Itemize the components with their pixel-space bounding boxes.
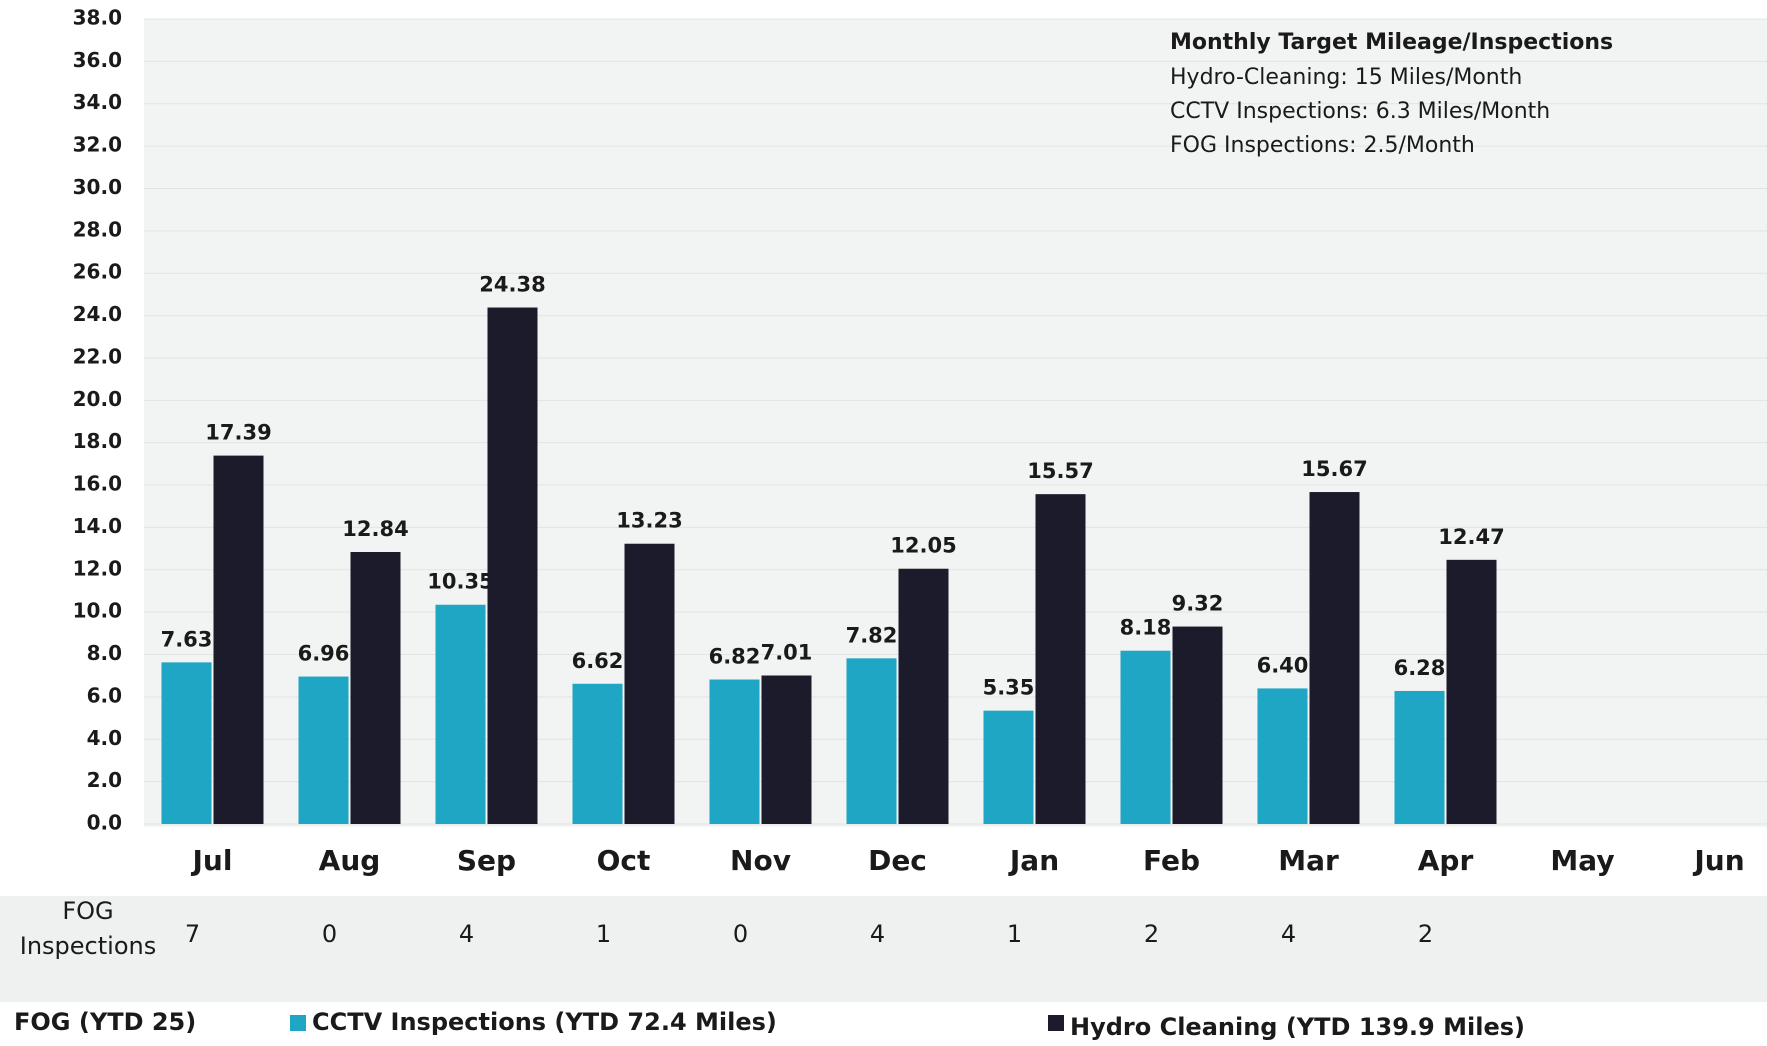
- value-label: 6.40: [1257, 653, 1309, 677]
- value-label: 12.05: [890, 534, 956, 558]
- value-label: 24.38: [479, 273, 545, 297]
- y-tick-label: 14.0: [73, 514, 122, 538]
- value-label: 12.84: [342, 517, 408, 541]
- y-tick-label: 28.0: [73, 217, 122, 241]
- bar: [1394, 690, 1445, 824]
- bar: [487, 307, 538, 825]
- y-tick-label: 34.0: [73, 90, 122, 114]
- x-tick-label: Feb: [1143, 844, 1200, 877]
- y-tick-label: 16.0: [73, 472, 122, 496]
- y-tick-label: 22.0: [73, 344, 122, 368]
- value-label: 15.67: [1301, 457, 1367, 481]
- x-tick-label: Jan: [1008, 844, 1059, 877]
- fog-value: 1: [1007, 920, 1022, 948]
- bar: [898, 568, 949, 824]
- x-tick-label: Aug: [319, 844, 381, 877]
- value-label: 6.82: [709, 645, 761, 669]
- value-label: 9.32: [1172, 592, 1224, 616]
- annotation-line: CCTV Inspections: 6.3 Miles/Month: [1170, 99, 1550, 124]
- value-label: 12.47: [1438, 525, 1504, 549]
- value-label: 10.35: [427, 570, 493, 594]
- bar: [161, 662, 212, 824]
- bar: [1035, 494, 1086, 824]
- legend-swatch: [290, 1015, 306, 1031]
- annotation-line: FOG Inspections: 2.5/Month: [1170, 133, 1475, 158]
- y-tick-label: 4.0: [87, 726, 122, 750]
- bar: [624, 543, 675, 824]
- x-tick-label: Jun: [1692, 844, 1744, 877]
- bar: [572, 683, 623, 824]
- x-tick-label: Oct: [597, 844, 651, 877]
- bar: [435, 604, 486, 824]
- value-label: 7.63: [161, 627, 213, 651]
- y-tick-label: 2.0: [87, 768, 122, 792]
- value-label: 7.01: [761, 640, 813, 664]
- fog-value: 2: [1418, 920, 1433, 948]
- fog-value: 4: [870, 920, 885, 948]
- x-tick-label: Dec: [868, 844, 927, 877]
- bar: [761, 675, 812, 824]
- x-tick-label: May: [1550, 844, 1614, 877]
- value-label: 13.23: [616, 509, 682, 533]
- y-tick-label: 26.0: [73, 260, 122, 284]
- y-tick-label: 8.0: [87, 641, 122, 665]
- annotation-heading: Monthly Target Mileage/Inspections: [1170, 30, 1613, 55]
- fog-value: 0: [733, 920, 748, 948]
- fog-row-label: FOG: [62, 897, 113, 925]
- y-tick-label: 10.0: [73, 599, 122, 623]
- fog-value: 2: [1144, 920, 1159, 948]
- value-label: 7.82: [846, 623, 898, 647]
- y-tick-label: 32.0: [73, 133, 122, 157]
- x-tick-label: Mar: [1278, 844, 1339, 877]
- y-tick-label: 20.0: [73, 387, 122, 411]
- value-label: 17.39: [205, 421, 271, 445]
- bar: [1257, 688, 1308, 824]
- bar: [1172, 626, 1223, 824]
- y-tick-label: 0.0: [87, 811, 122, 835]
- bar: [298, 676, 349, 824]
- value-label: 6.62: [572, 649, 624, 673]
- x-tick-label: Apr: [1418, 844, 1474, 877]
- y-tick-label: 24.0: [73, 302, 122, 326]
- bar: [1120, 650, 1171, 824]
- bar: [983, 710, 1034, 824]
- y-tick-label: 30.0: [73, 175, 122, 199]
- bar: [1309, 492, 1360, 824]
- chart-title: Production: [683, 0, 1077, 10]
- bar: [1446, 559, 1497, 824]
- y-tick-label: 18.0: [73, 429, 122, 453]
- fog-value: 4: [1281, 920, 1296, 948]
- legend-fog: FOG (YTD 25): [14, 1008, 196, 1036]
- legend-swatch: [1048, 1015, 1064, 1031]
- y-tick-label: 36.0: [73, 48, 122, 72]
- fog-value: 4: [459, 920, 474, 948]
- legend-label: Hydro Cleaning (YTD 139.9 Miles): [1070, 1013, 1525, 1041]
- value-label: 15.57: [1027, 459, 1093, 483]
- fog-value: 1: [596, 920, 611, 948]
- bar: [846, 658, 897, 824]
- fog-row-band: [0, 896, 1767, 1002]
- annotation-line: Hydro-Cleaning: 15 Miles/Month: [1170, 65, 1522, 90]
- y-tick-label: 38.0: [73, 6, 122, 30]
- x-tick-label: Sep: [457, 844, 516, 877]
- legend-label: CCTV Inspections (YTD 72.4 Miles): [312, 1008, 777, 1036]
- value-label: 6.96: [298, 642, 350, 666]
- x-tick-label: Jul: [191, 844, 233, 877]
- bar: [213, 455, 264, 824]
- fog-value: 0: [322, 920, 337, 948]
- fog-row-label: Inspections: [20, 932, 156, 960]
- bar: [709, 679, 760, 824]
- value-label: 6.28: [1394, 656, 1446, 680]
- y-tick-label: 12.0: [73, 556, 122, 580]
- fog-value: 7: [185, 920, 200, 948]
- x-tick-label: Nov: [730, 844, 791, 877]
- value-label: 5.35: [983, 676, 1035, 700]
- value-label: 8.18: [1120, 616, 1172, 640]
- bar: [350, 551, 401, 824]
- y-tick-label: 6.0: [87, 683, 122, 707]
